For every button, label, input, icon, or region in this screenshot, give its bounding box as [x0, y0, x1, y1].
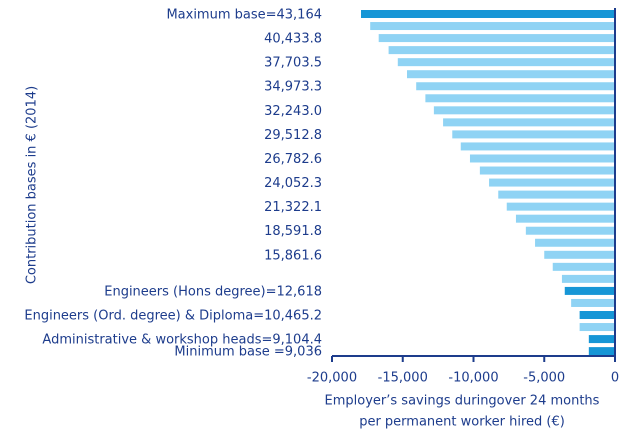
- y-tick-label: Engineers (Ord. degree) & Diploma=10,465…: [24, 309, 322, 324]
- bar: [460, 142, 615, 151]
- bar: [535, 238, 615, 247]
- bar: [416, 82, 615, 91]
- x-axis-title: Employer’s savings duringover 24 months: [325, 394, 600, 409]
- bar: [544, 250, 615, 259]
- y-tick-label: 18,591.8: [264, 224, 322, 239]
- bar: [571, 298, 615, 307]
- bar: [452, 130, 615, 139]
- bar: [425, 94, 615, 103]
- bar: [506, 202, 615, 211]
- y-tick-label: 15,861.6: [264, 248, 322, 263]
- y-tick-label: 40,433.8: [264, 32, 322, 47]
- bar: [370, 22, 615, 31]
- bar: [564, 286, 615, 295]
- y-tick-label: 32,243.0: [264, 104, 322, 119]
- x-tick-label: 0: [611, 371, 619, 386]
- bar: [433, 106, 615, 115]
- y-tick-label: 34,973.3: [264, 80, 322, 95]
- bar: [579, 323, 615, 332]
- bar: [552, 262, 615, 271]
- bar: [469, 154, 615, 163]
- bar: [406, 70, 615, 79]
- y-tick-label: Administrative & workshop heads=9,104.4: [42, 333, 322, 348]
- y-tick-label: 24,052.3: [264, 176, 322, 191]
- bar: [588, 347, 615, 356]
- bar: [588, 335, 615, 344]
- x-axis-title: per permanent worker hired (€): [359, 415, 565, 430]
- bar: [388, 46, 615, 55]
- bar: [443, 118, 615, 127]
- bar: [397, 58, 615, 67]
- y-tick-label: Engineers (Hons degree)=12,618: [104, 284, 322, 299]
- bar: [378, 34, 615, 43]
- y-tick-label: 29,512.8: [264, 128, 322, 143]
- bar: [515, 214, 615, 223]
- bar: [479, 166, 615, 175]
- y-axis-title: Contribution bases in € (2014): [25, 86, 40, 284]
- bar: [525, 226, 615, 235]
- x-tick-label: -20,000: [307, 371, 357, 386]
- bar: [561, 274, 615, 283]
- x-tick-label: -10,000: [448, 371, 498, 386]
- y-tick-label: Maximum base=43,164: [166, 8, 322, 23]
- y-tick-label: 37,703.5: [264, 56, 322, 71]
- x-tick-label: -5,000: [523, 371, 565, 386]
- bar: [489, 178, 615, 187]
- bar: [579, 311, 615, 319]
- y-tick-label: 21,322.1: [264, 200, 322, 215]
- bar: [498, 190, 615, 199]
- bar: [361, 10, 615, 18]
- y-tick-label: 26,782.6: [264, 152, 322, 167]
- y-tick-label: Minimum base =9,036: [174, 345, 322, 360]
- x-tick-label: -15,000: [378, 371, 428, 386]
